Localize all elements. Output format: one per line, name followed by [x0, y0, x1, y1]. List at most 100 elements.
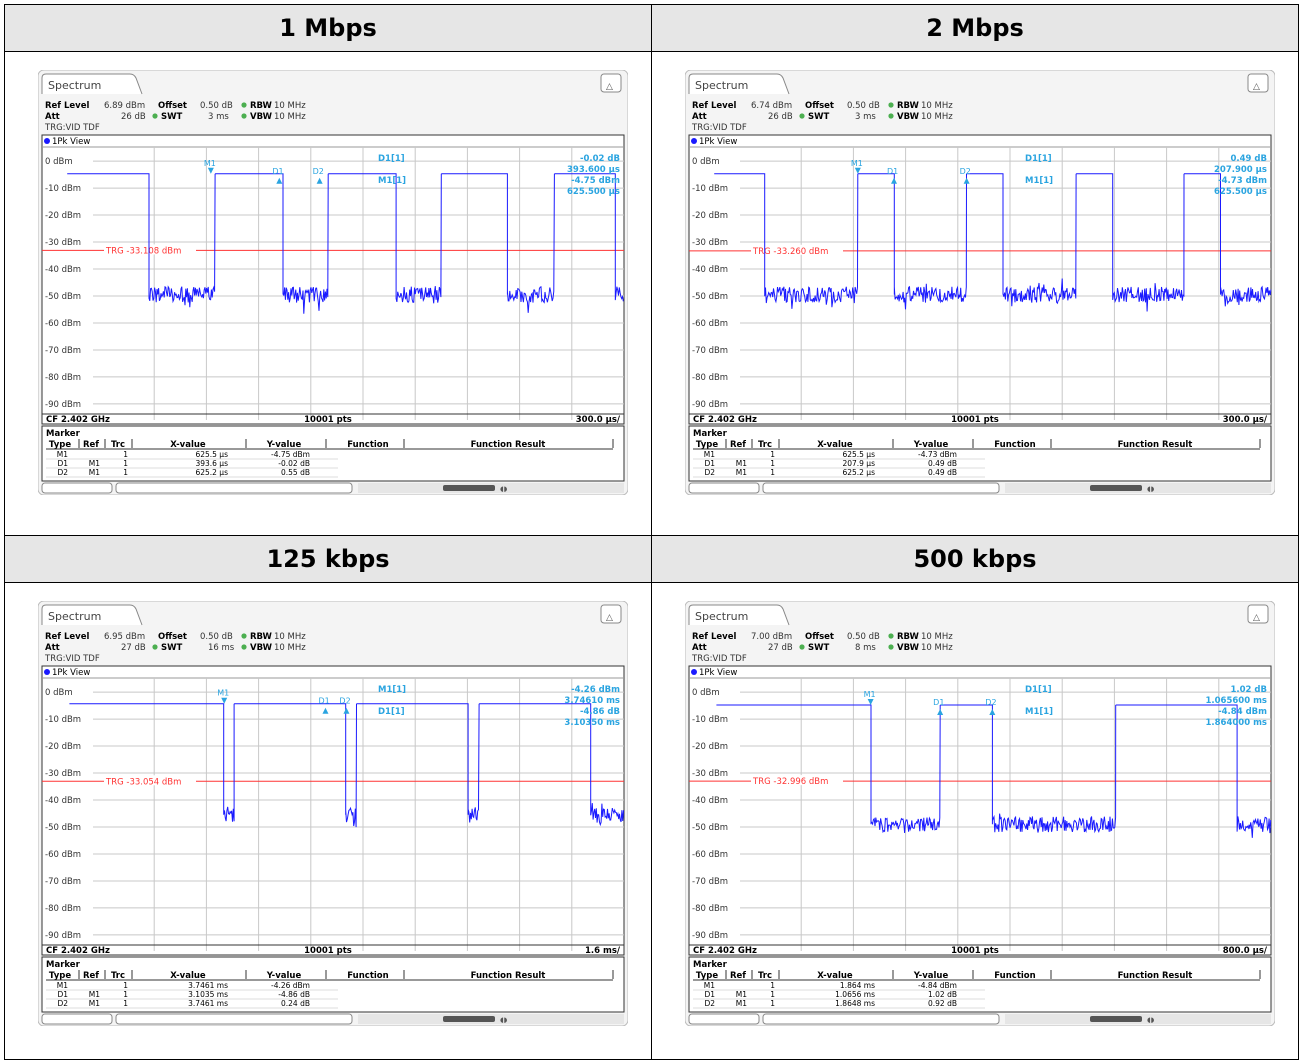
table-header: Function [994, 971, 1035, 981]
table-header: Y-value [913, 440, 949, 450]
points-label: 10001 pts [951, 415, 999, 425]
table-cell-y: 0.92 dB [928, 999, 957, 1008]
header-125kbps: 125 kbps [266, 545, 390, 573]
view-label: 1Pk View [699, 137, 737, 147]
divider [651, 5, 652, 1059]
status-dot [152, 644, 158, 650]
spectrum-tab [41, 73, 143, 95]
ref-level-value: 6.89 dBm [104, 101, 145, 111]
analyzer-panel-2mbps: Spectrum △ Ref Level 6.74 dBm Offset 0.50 dB R… [685, 70, 1275, 495]
header-cell: 500 kbps [652, 536, 1298, 582]
table-cell-x: 1.0656 ms [835, 990, 875, 999]
points-label: 10001 pts [304, 415, 352, 425]
table-cell-x: 1.8648 ms [835, 999, 875, 1008]
marker-info-name: D1[1] [378, 707, 405, 717]
table-cell-y: -4.75 dBm [271, 450, 310, 459]
rbw-value: 10 MHz [921, 101, 953, 111]
marker-table-title: Marker [693, 429, 728, 439]
y-tick-label: -70 dBm [45, 877, 81, 887]
att-label: Att [45, 112, 60, 122]
trace-window [688, 665, 1272, 956]
swt-value: 3 ms [855, 112, 876, 122]
header-cell: 2 Mbps [652, 5, 1298, 51]
trigger-label-bg [104, 244, 196, 255]
marker-symbol [316, 177, 323, 184]
trigger-mode: TRG:VID TDF [691, 123, 747, 133]
marker-table-title: Marker [46, 429, 81, 439]
y-tick-label: -60 dBm [692, 319, 728, 329]
header-500kbps: 500 kbps [913, 545, 1037, 573]
marker-label: D2 [985, 698, 996, 707]
analyzer-panel-500kbps: Spectrum △ Ref Level 7.00 dBm Offset 0.50 dB R… [685, 601, 1275, 1026]
trace-window [41, 665, 625, 956]
table-header: Trc [111, 440, 125, 450]
table-cell-trc: 1 [123, 990, 128, 999]
trigger-label: TRG -33.108 dBm [105, 246, 181, 256]
marker-label: M1 [851, 159, 863, 168]
status-dot [888, 102, 894, 108]
marker-table-title: Marker [46, 960, 81, 970]
table-cell-x: 3.7461 ms [188, 981, 228, 990]
marker-symbol [207, 167, 214, 174]
table-cell-type: D2 [57, 468, 68, 477]
swt-label: SWT [808, 643, 829, 653]
analyzer-screen: Spectrum △ Ref Level 6.95 dBm Offset 0.50 dB R… [38, 601, 628, 1026]
x-scale-label: 800.0 µs/ [1223, 946, 1268, 956]
marker-info-name: M1[1] [1025, 707, 1053, 717]
rbw-label: RBW [250, 101, 273, 111]
cf-label: CF 2.402 GHz [46, 946, 110, 956]
trigger-mode: TRG:VID TDF [44, 654, 100, 664]
table-cell-type: M1 [57, 981, 68, 990]
table-cell-type: M1 [704, 981, 715, 990]
vbw-label: VBW [250, 112, 273, 122]
table-cell-type: M1 [57, 450, 68, 459]
marker-info-value: -4.73 dBm [1218, 176, 1267, 186]
marker-info-value: -4.86 dB [580, 707, 620, 717]
marker-label: M1 [864, 690, 876, 699]
points-label: 10001 pts [951, 946, 999, 956]
marker-info-value: -4.84 dBm [1218, 707, 1267, 717]
marker-symbol [937, 709, 944, 716]
table-cell-y: 1.02 dB [928, 990, 957, 999]
vbw-value: 10 MHz [274, 112, 306, 122]
marker-info-x: 393.600 µs [567, 165, 620, 175]
trigger-mode: TRG:VID TDF [44, 123, 100, 133]
table-cell-y: -0.02 dB [278, 459, 310, 468]
table-cell-type: D2 [704, 999, 715, 1008]
table-cell-ref: M1 [736, 459, 747, 468]
status-box [115, 1013, 353, 1025]
rbw-label: RBW [897, 101, 920, 111]
att-label: Att [692, 112, 707, 122]
marker-info-x: 1.065600 ms [1205, 696, 1267, 706]
table-header: Type [696, 971, 718, 981]
ref-level-value: 6.95 dBm [104, 632, 145, 642]
table-cell-trc: 1 [770, 981, 775, 990]
marker-info-x: 207.900 µs [1214, 165, 1267, 175]
trigger-label-bg [104, 775, 196, 786]
ref-level-label: Ref Level [692, 101, 736, 111]
table-header: Y-value [913, 971, 949, 981]
table-header: Y-value [266, 440, 302, 450]
marker-info-name: M1[1] [378, 685, 406, 695]
spectrum-tab [688, 73, 790, 95]
y-tick-label: -50 dBm [692, 292, 728, 302]
table-cell-x: 3.7461 ms [188, 999, 228, 1008]
table-header: Type [49, 971, 71, 981]
progress-indicator [1090, 485, 1142, 491]
status-box [41, 1013, 113, 1025]
att-label: Att [45, 643, 60, 653]
y-tick-label: -50 dBm [45, 292, 81, 302]
display-icon [600, 604, 622, 624]
rbw-value: 10 MHz [274, 101, 306, 111]
ref-level-value: 6.74 dBm [751, 101, 792, 111]
vbw-value: 10 MHz [921, 643, 953, 653]
ref-level-label: Ref Level [45, 632, 89, 642]
status-dot [241, 102, 247, 108]
progress-indicator [443, 1016, 495, 1022]
table-cell-y: -4.84 dBm [918, 981, 957, 990]
status-dot [888, 644, 894, 650]
table-header: Trc [111, 971, 125, 981]
tab-label: Spectrum [695, 79, 748, 92]
table-header: Function Result [1118, 440, 1193, 450]
trace-indicator [691, 669, 697, 675]
